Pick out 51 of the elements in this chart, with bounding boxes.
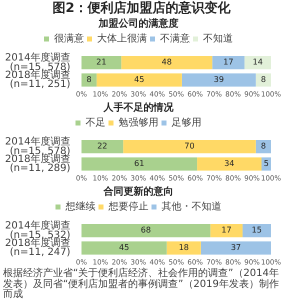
bar [244,56,271,70]
bar [81,157,198,171]
bar [182,73,256,87]
data-label: 45 [119,243,130,252]
chart-title: 图2：便利店加盟店的意识变化 [51,0,232,17]
data-label: 61 [134,159,144,168]
bar [81,56,122,70]
data-label: 14 [252,58,263,67]
legend-label: 大体上很满 [97,32,147,45]
data-label: 68 [140,226,151,235]
data-label: 8 [260,75,266,84]
data-label: 70 [184,142,195,151]
legend-label: 其他・不知道 [162,200,222,213]
bar [210,224,243,238]
legend-label: 不满意 [160,32,190,45]
text: 根据经济产业省“关于便利店经济、社会作用的调查”（2014年发表）及同省“便利店加盟者的事例调查”（2019年发表）制作而成 [2,268,280,300]
legend-label: 不足 [86,118,106,129]
data-label: 21 [96,58,106,67]
data-label: 17 [223,58,234,67]
data-label: 39 [214,75,224,84]
data-label: 45 [134,75,144,84]
legend-label: 很满意 [54,32,84,45]
bar [81,140,124,154]
chart-subtitle: 加盟公司的满意度 [98,18,178,30]
bar [212,56,244,70]
chart-title: 人手不足的情况 [102,102,174,114]
data-label: 8 [260,142,266,151]
bar [121,56,212,70]
data-label: 17 [221,226,232,235]
bar [81,224,210,238]
data-label: 22 [97,142,108,151]
data-label: 18 [178,243,189,252]
legend-label: 足够用 [172,116,202,129]
bar [96,73,182,87]
chart-title: 合同更新的意向 [102,186,174,198]
bar [242,224,271,238]
legend-label: 想继续 [64,200,96,213]
data-label: 5 [264,159,269,168]
data-label: 15 [252,226,262,235]
data-label: 48 [162,58,172,67]
data-label: 8 [86,75,92,84]
bar [197,157,262,171]
bar [166,241,201,255]
data-label: 37 [230,243,242,252]
legend-label: 不知道 [203,32,233,45]
legend-label: 勉强够用 [118,116,158,129]
bar [81,241,167,255]
legend-label: 想要停止 [108,200,148,213]
bar [123,140,256,154]
data-label: 34 [224,159,234,168]
bar [200,241,271,255]
